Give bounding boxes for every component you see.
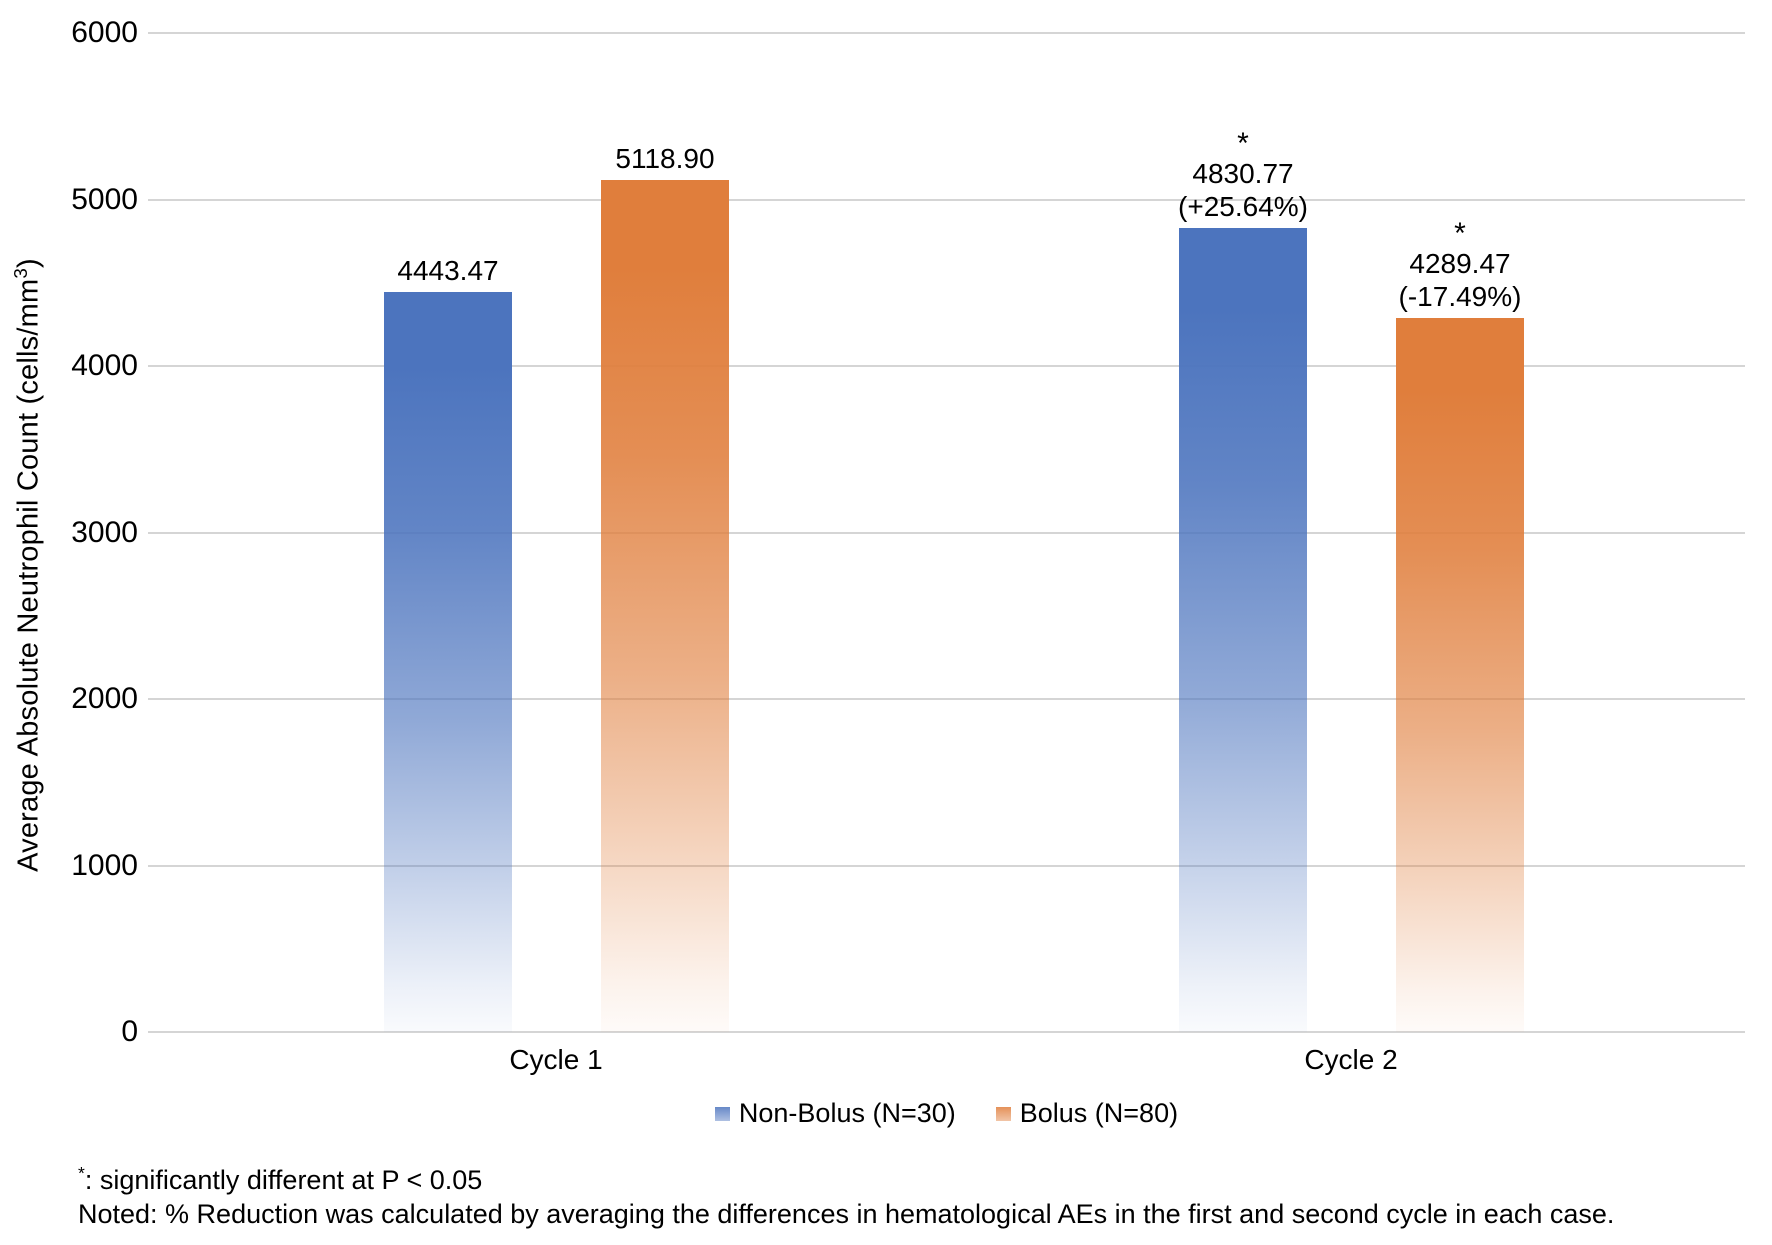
y-tick-label: 3000 xyxy=(71,516,138,549)
y-tick-label: 0 xyxy=(121,1015,138,1048)
y-axis-title-superscript: 3 xyxy=(10,267,31,279)
bar-value: 4443.47 xyxy=(397,255,499,286)
legend-item-bolus-n-80: Bolus (N=80) xyxy=(995,1098,1179,1129)
bar-bolus-n-80-cycle-2 xyxy=(1396,318,1524,1032)
significance-asterisk: * xyxy=(1454,217,1466,250)
gridline xyxy=(148,865,1745,867)
bar-value: 5118.90 xyxy=(615,143,715,174)
bar-value-label-bolus-n-80-cycle-2: * 4289.47 (-17.49%) xyxy=(1310,217,1610,313)
legend-color-swatch xyxy=(714,1106,730,1121)
y-tick-label: 2000 xyxy=(71,682,138,715)
legend-color-swatch xyxy=(995,1106,1011,1121)
x-axis-label-cycle-2: Cycle 2 xyxy=(1304,1044,1398,1075)
bar-value-label-non-bolus-n-30-cycle-1: 4443.47 xyxy=(298,254,598,287)
legend-label: Bolus (N=80) xyxy=(1019,1098,1179,1128)
bar-percent-change: (+25.64%) xyxy=(1178,191,1308,222)
footnote-significance-text: : significantly different at P < 0.05 xyxy=(84,1165,483,1195)
bar-non-bolus-n-30-cycle-2 xyxy=(1179,228,1307,1032)
bar-bolus-n-80-cycle-1 xyxy=(601,180,729,1032)
legend-item-non-bolus-n-30: Non-Bolus (N=30) xyxy=(714,1098,956,1129)
bar-percent-change: (-17.49%) xyxy=(1398,281,1522,312)
gridline xyxy=(148,1031,1745,1033)
significance-asterisk: * xyxy=(1237,127,1249,160)
y-axis-title-suffix: ) xyxy=(12,258,45,268)
y-tick-label: 6000 xyxy=(71,16,138,49)
bar-non-bolus-n-30-cycle-1 xyxy=(384,292,512,1032)
bar-value: 4830.77 xyxy=(1192,158,1294,189)
footnote-significance: *: significantly different at P < 0.05 xyxy=(78,1156,1614,1197)
footnote-asterisk: * xyxy=(78,1163,85,1183)
footnote-reduction-note: Noted: % Reduction was calculated by ave… xyxy=(78,1199,1615,1229)
y-tick-label: 1000 xyxy=(71,849,138,882)
bar-value-label-bolus-n-80-cycle-1: 5118.90 xyxy=(515,142,815,175)
gridline xyxy=(148,365,1745,367)
gridline xyxy=(148,199,1745,201)
y-tick-label: 4000 xyxy=(71,349,138,382)
footnotes: *: significantly different at P < 0.05 N… xyxy=(78,1156,1614,1231)
x-axis-label-cycle-1: Cycle 1 xyxy=(509,1044,603,1075)
gridline xyxy=(148,532,1745,534)
y-tick-label: 5000 xyxy=(71,183,138,216)
legend-label: Non-Bolus (N=30) xyxy=(738,1098,956,1128)
bar-value: 4289.47 xyxy=(1409,248,1511,279)
gridline xyxy=(148,698,1745,700)
legend: Non-Bolus (N=30) Bolus (N=80) xyxy=(148,1098,1745,1129)
bar-value-label-non-bolus-n-30-cycle-2: * 4830.77 (+25.64%) xyxy=(1093,127,1393,223)
gridline xyxy=(148,32,1745,34)
